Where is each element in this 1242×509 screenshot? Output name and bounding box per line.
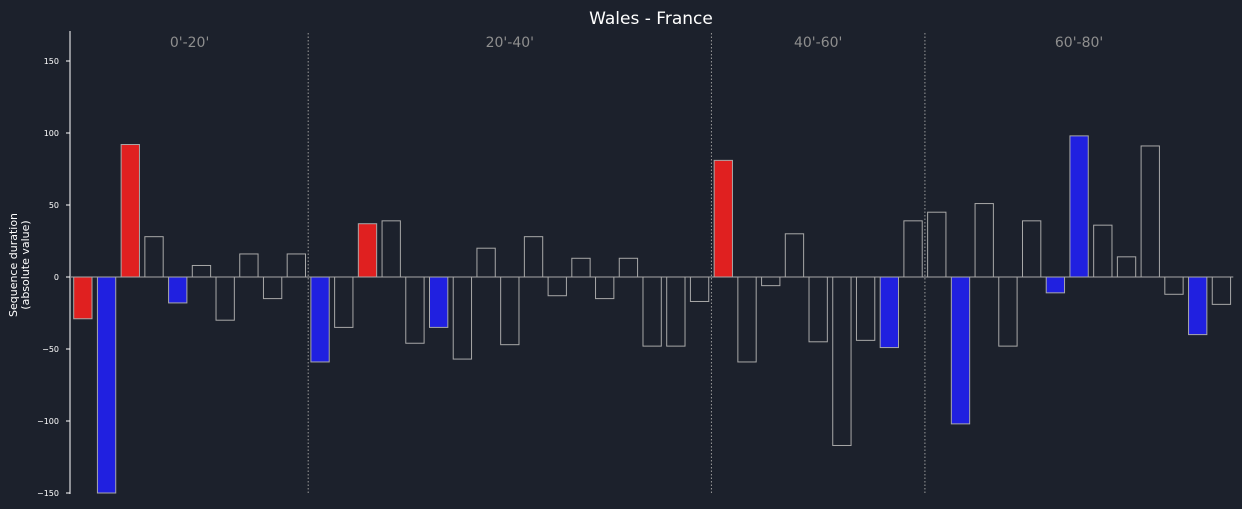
bar-12	[334, 276, 354, 328]
bar-15	[405, 276, 425, 344]
bar-20	[523, 236, 544, 278]
bar-23	[595, 276, 615, 300]
y-axis-ticks: −150 −100 −50 0 50 100 150	[37, 57, 70, 498]
bar-40	[998, 276, 1018, 347]
bar-39	[974, 203, 994, 278]
bar-29	[737, 276, 757, 363]
bar-3	[120, 144, 140, 278]
bar-5	[168, 276, 188, 304]
bar-18	[476, 247, 496, 278]
bar-16	[429, 276, 449, 328]
bar-1	[73, 276, 93, 320]
y-axis-label-line1: Sequence duration	[7, 213, 20, 317]
bar-6	[191, 264, 212, 278]
bar-37	[927, 211, 947, 278]
bar-33	[832, 276, 852, 446]
bar-8	[239, 253, 259, 278]
bar-21	[547, 276, 567, 297]
y-tick-label: 150	[44, 57, 59, 66]
bar-34	[855, 276, 876, 341]
bar-35	[879, 276, 899, 349]
bar-4	[144, 236, 164, 278]
period-label: 0'-20'	[170, 35, 209, 51]
bars	[73, 135, 1232, 494]
y-axis-label-line2: (absolute value)	[19, 220, 32, 309]
bar-13	[357, 223, 378, 278]
y-tick-label: 0	[54, 273, 59, 282]
bar-2	[96, 276, 117, 494]
y-tick-label: −150	[37, 489, 59, 498]
bar-27	[689, 276, 710, 302]
y-tick-label: −50	[42, 345, 59, 354]
bar-9	[262, 276, 283, 300]
bar-32	[808, 276, 828, 343]
y-tick-label: 100	[44, 129, 59, 138]
bar-48	[1188, 276, 1208, 336]
bar-25	[642, 276, 662, 347]
bar-22	[571, 257, 591, 278]
bar-24	[618, 257, 639, 278]
bar-36	[903, 220, 923, 278]
bar-7	[215, 276, 235, 321]
bar-43	[1069, 135, 1089, 278]
chart-title: Wales - France	[589, 9, 713, 29]
bar-30	[761, 276, 781, 287]
period-labels: 0'-20' 20'-40' 40'-60' 60'-80'	[170, 35, 1103, 51]
period-label: 40'-60'	[794, 35, 842, 51]
bar-41	[1022, 220, 1042, 278]
bar-10	[286, 253, 306, 278]
bar-44	[1093, 224, 1113, 278]
bar-49	[1211, 276, 1232, 305]
bar-31	[784, 233, 805, 278]
bar-19	[500, 276, 520, 346]
period-label: 60'-80'	[1055, 35, 1103, 51]
bar-28	[713, 159, 733, 278]
bar-46	[1140, 145, 1160, 278]
period-label: 20'-40'	[486, 35, 534, 51]
bar-17	[452, 276, 473, 360]
bar-26	[666, 276, 686, 347]
bar-42	[1045, 276, 1066, 294]
y-tick-label: 50	[49, 201, 59, 210]
bar-14	[381, 220, 401, 278]
bar-38	[950, 276, 971, 425]
y-tick-label: −100	[37, 417, 59, 426]
bar-45	[1116, 256, 1137, 278]
bar-47	[1164, 276, 1184, 295]
bar-11	[310, 276, 330, 363]
